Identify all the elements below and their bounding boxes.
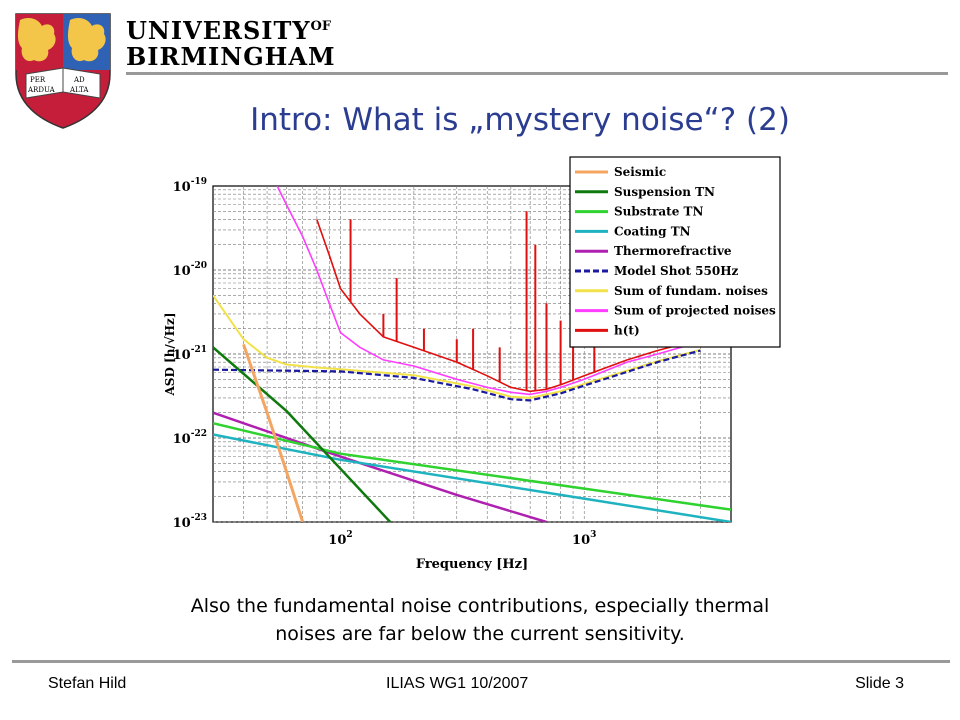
wordmark-line1: UNIVERSITY: [126, 16, 311, 45]
slide-title: Intro: What is „mystery noise“? (2): [250, 102, 790, 138]
series-line-seismic: [242, 343, 305, 522]
y-tick-label: 10-22: [173, 429, 207, 447]
x-tick-label: 103: [572, 530, 596, 548]
y-axis-label: ASD [h/√Hz]: [163, 312, 177, 396]
footer-event: ILIAS WG1 10/2007: [386, 675, 529, 692]
footer-divider: [12, 660, 950, 663]
x-axis-label: Frequency [Hz]: [416, 557, 528, 572]
x-tick-label: 102: [328, 530, 352, 548]
motto-left-top: PER: [30, 76, 46, 84]
footer-author: Stefan Hild: [48, 675, 127, 692]
series-line-model-shot-550hz: [213, 349, 701, 402]
y-tick-label: 10-23: [173, 513, 207, 531]
wordmark-line2: BIRMINGHAM: [126, 42, 336, 71]
legend: Seismic Suspension TN Substrate TN Coating …: [569, 156, 781, 348]
y-tick-label: 10-21: [173, 345, 207, 363]
series-line-coating-tn: [213, 433, 731, 522]
noise-budget-chart: 10-19 10-20 10-21 10-22 10-23 102 103 Frequency…: [163, 156, 781, 572]
series-line-thermorefractive: [213, 411, 547, 522]
legend-label-seismic: Seismic: [614, 165, 666, 179]
caption-line-2: noises are far below the current sensiti…: [275, 623, 685, 645]
legend-label-sum-of-fundam-noises: Sum of fundam. noises: [614, 284, 768, 298]
footer-slide-number: Slide 3: [855, 675, 904, 692]
university-crest-logo: PER ARDUA AD ALTA: [15, 13, 111, 129]
slide-caption: Also the fundamental noise contributions…: [0, 592, 960, 648]
legend-label-coating-tn: Coating TN: [614, 224, 691, 238]
legend-label-model-shot-550hz: Model Shot 550Hz: [614, 264, 739, 278]
motto-right-top: AD: [73, 76, 85, 84]
series-line-sum-of-projected-noises: [276, 186, 701, 396]
motto-left-bottom: ARDUA: [27, 86, 56, 94]
y-tick-label: 10-19: [173, 177, 207, 195]
legend-label-thermorefractive: Thermorefractive: [614, 244, 732, 258]
caption-line-1: Also the fundamental noise contributions…: [190, 595, 770, 617]
legend-label-sum-of-projected-noises: Sum of projected noises: [614, 304, 776, 318]
legend-label-substrate-tn: Substrate TN: [614, 205, 703, 219]
wordmark-of: OF: [310, 19, 332, 34]
university-wordmark: UNIVERSITYOF BIRMINGHAM: [126, 14, 336, 70]
legend-label-h-t: h(t): [614, 323, 640, 337]
header-divider: [126, 72, 948, 75]
motto-right-bottom: ALTA: [69, 86, 89, 94]
series-line-sum-of-fundam-noises: [213, 294, 701, 399]
series-line-suspension-tn: [213, 346, 392, 522]
legend-label-suspension-tn: Suspension TN: [614, 185, 715, 199]
y-tick-label: 10-20: [173, 261, 207, 279]
